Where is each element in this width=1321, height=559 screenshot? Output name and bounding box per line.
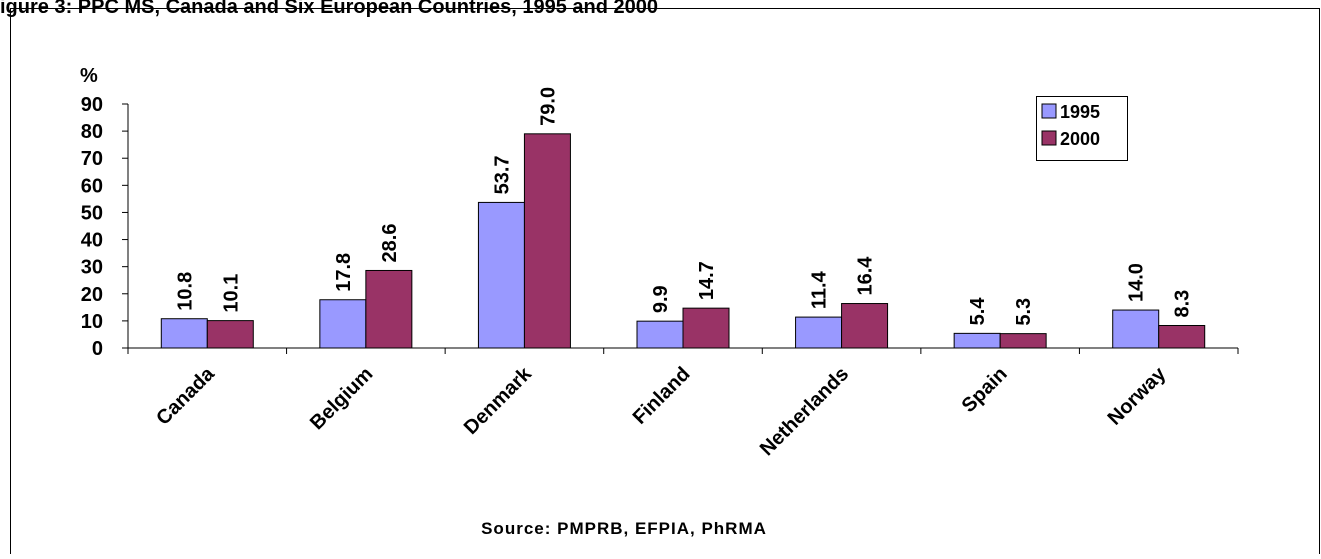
- y-tick-label: 60: [81, 175, 103, 197]
- data-label: 28.6: [379, 224, 401, 263]
- bar-1995-belgium: [319, 299, 367, 349]
- legend-label: 2000: [1060, 129, 1100, 149]
- data-label: 79.0: [537, 87, 559, 126]
- x-tick-label-canada: Canada: [152, 362, 219, 429]
- y-tick-label: 70: [81, 148, 103, 170]
- y-axis-label: %: [80, 65, 98, 87]
- data-label: 10.8: [174, 272, 196, 311]
- data-label: 11.4: [809, 270, 831, 309]
- bar-1995-canada: [160, 318, 208, 349]
- y-tick-label: 80: [81, 121, 103, 143]
- bar-1995-netherlands: [795, 316, 843, 349]
- y-tick-label: 50: [81, 202, 103, 224]
- x-tick-label-spain: Spain: [958, 363, 1012, 417]
- legend-label: 1995: [1060, 102, 1100, 122]
- bar-2000-finland: [682, 307, 730, 349]
- bar-2000-denmark: [523, 133, 571, 349]
- bar-2000-norway: [1158, 324, 1206, 349]
- bar-1995-denmark: [477, 201, 525, 349]
- x-tick-label-belgium: Belgium: [306, 363, 377, 434]
- bar-1995-spain: [953, 332, 1001, 349]
- legend-swatch: [1041, 130, 1057, 146]
- y-tick-label: 90: [81, 94, 103, 116]
- data-label: 16.4: [855, 256, 877, 296]
- data-label: 9.9: [650, 285, 672, 313]
- x-tick-label-norway: Norway: [1104, 362, 1171, 429]
- y-tick-label: 30: [81, 257, 103, 279]
- x-tick-label-finland: Finland: [629, 363, 695, 429]
- data-label: 8.3: [1172, 290, 1194, 318]
- data-label: 14.7: [696, 261, 718, 300]
- legend-box: [1036, 96, 1128, 161]
- data-label: 10.1: [220, 274, 242, 313]
- y-tick-label: 0: [92, 338, 103, 360]
- y-tick-label: 10: [81, 311, 103, 333]
- data-label: 14.0: [1126, 263, 1148, 302]
- bar-1995-finland: [636, 320, 684, 349]
- bar-2000-belgium: [365, 269, 413, 349]
- source-note: Source: PMPRB, EFPIA, PhRMA: [481, 519, 767, 538]
- legend: 1995 2000: [1036, 96, 1128, 161]
- bar-2000-canada: [206, 320, 254, 349]
- y-tick-label: 20: [81, 284, 103, 306]
- x-tick-label-netherlands: Netherlands: [756, 363, 853, 460]
- x-tick-label-denmark: Denmark: [460, 362, 537, 439]
- data-label: 53.7: [491, 155, 513, 194]
- chart-border: [10, 8, 1320, 559]
- legend-swatch: [1041, 103, 1057, 119]
- data-label: 5.4: [967, 297, 989, 326]
- bar-2000-netherlands: [841, 303, 889, 349]
- bar-1995-norway: [1112, 309, 1160, 349]
- data-label: 17.8: [333, 253, 355, 292]
- bar-2000-spain: [999, 333, 1047, 349]
- data-label: 5.3: [1013, 298, 1035, 326]
- y-tick-label: 40: [81, 230, 103, 252]
